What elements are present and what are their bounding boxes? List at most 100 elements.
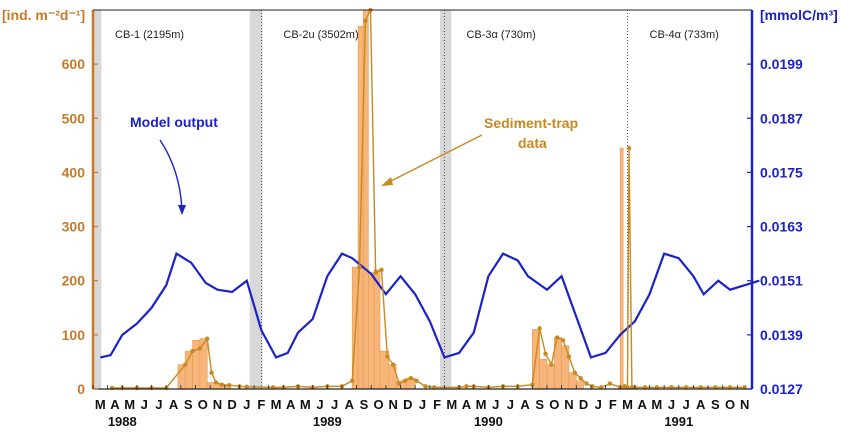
trap-point-48	[572, 370, 578, 375]
month-label-13: A	[286, 397, 296, 412]
trap-point-7	[197, 346, 203, 351]
trap-point-49	[578, 375, 583, 381]
trap-point-14	[244, 384, 249, 390]
month-label-8: N	[213, 397, 222, 412]
station-label-1: CB-2u (3502m)	[283, 29, 358, 41]
month-label-26: M	[476, 397, 487, 412]
trap-point-8	[205, 336, 210, 341]
month-label-42: S	[711, 397, 720, 412]
trap-point-22	[357, 264, 362, 270]
trap-point-53	[607, 381, 613, 386]
right-tick-label-1: 0.0139	[760, 327, 803, 343]
sediment-trap-arrowhead	[381, 177, 393, 186]
trap-point-6	[190, 348, 195, 354]
trap-point-45	[555, 335, 560, 340]
trap-point-50	[584, 381, 589, 386]
month-label-18: S	[360, 397, 369, 412]
model-output-annotation: Model output	[130, 114, 218, 215]
month-label-27: J	[492, 397, 499, 412]
gap-shading	[93, 10, 452, 389]
model-output-label: Model output	[130, 114, 218, 130]
left-tick-label-3: 300	[62, 219, 86, 235]
trap-point-42	[537, 326, 542, 331]
month-label-39: J	[668, 397, 675, 412]
trap-point-30	[402, 378, 408, 384]
gap-2	[440, 10, 452, 389]
gap-1	[249, 10, 263, 389]
left-tick-label-2: 200	[62, 273, 86, 289]
x-axis-year-labels: 1988 1989 1990 1991	[108, 414, 693, 429]
month-label-3: J	[141, 397, 148, 412]
month-label-40: J	[682, 397, 689, 412]
left-axis-title: [ind. m⁻²d⁻¹]	[2, 7, 85, 23]
left-tick-label-6: 600	[62, 56, 86, 72]
year-label-3: 1991	[664, 414, 693, 429]
year-label-2: 1990	[474, 414, 503, 429]
month-label-21: D	[403, 397, 412, 412]
bar-17	[546, 364, 555, 390]
left-tick-label-5: 500	[62, 110, 86, 126]
trap-point-29	[396, 381, 402, 386]
month-label-24: M	[446, 397, 457, 412]
trap-point-11	[219, 382, 225, 387]
trap-point-23	[363, 18, 368, 24]
station-label-0: CB-1 (2195m)	[115, 29, 184, 41]
bar-10	[373, 269, 381, 390]
left-tick-label-1: 100	[62, 327, 86, 343]
trap-point-46	[560, 338, 566, 343]
month-label-11: F	[257, 397, 265, 412]
year-label-1: 1989	[313, 414, 342, 429]
month-label-19: O	[374, 397, 384, 412]
month-label-37: A	[637, 397, 647, 412]
month-label-36: M	[622, 397, 633, 412]
right-tick-label-3: 0.0163	[760, 219, 803, 235]
bar-16	[539, 358, 548, 390]
month-label-5: A	[169, 397, 179, 412]
bar-22	[619, 147, 624, 390]
month-label-9: D	[227, 397, 236, 412]
model-output-series	[100, 251, 760, 359]
trap-point-57	[626, 145, 632, 151]
left-tick-label-0: 0	[77, 381, 85, 397]
trap-point-47	[566, 354, 572, 359]
bar-20	[568, 372, 577, 390]
trap-point-25	[373, 270, 378, 275]
right-tick-label-4: 0.0175	[760, 164, 803, 180]
model-output-arrowhead	[178, 205, 186, 215]
bar-series	[177, 9, 624, 390]
model-output-line	[100, 251, 760, 359]
trap-point-41	[530, 382, 535, 387]
bar-9	[368, 272, 375, 390]
right-tick-label-2: 0.0151	[760, 273, 803, 289]
month-label-25: A	[462, 397, 472, 412]
trap-point-33	[423, 384, 428, 389]
trap-point-44	[549, 362, 554, 367]
right-tick-label-6: 0.0199	[760, 56, 803, 72]
month-label-22: J	[419, 397, 426, 412]
trap-point-27	[385, 354, 390, 359]
month-label-31: O	[549, 397, 559, 412]
month-label-23: F	[433, 397, 441, 412]
month-label-15: J	[316, 397, 323, 412]
trap-point-10	[213, 380, 219, 385]
month-label-20: N	[389, 397, 398, 412]
station-label-3: CB-4α (733m)	[650, 29, 719, 41]
sediment-trap-arrow	[384, 134, 483, 185]
month-label-1: A	[110, 397, 120, 412]
month-label-32: N	[564, 397, 573, 412]
left-axis-ticks: 0 100 200 300 400 500 600	[62, 56, 98, 397]
month-label-7: O	[198, 397, 208, 412]
month-label-43: O	[725, 397, 735, 412]
trap-point-32	[414, 378, 419, 384]
station-labels: CB-1 (2195m) CB-2u (3502m) CB-3α (730m) CB-…	[115, 29, 719, 41]
month-label-4: J	[155, 397, 162, 412]
trap-point-36	[464, 384, 469, 389]
plot-frame	[91, 9, 754, 390]
month-label-12: M	[271, 397, 282, 412]
month-label-16: J	[331, 397, 338, 412]
sediment-trap-label-line2: data	[518, 135, 547, 151]
left-tick-label-4: 400	[62, 164, 86, 180]
month-label-30: S	[535, 397, 544, 412]
